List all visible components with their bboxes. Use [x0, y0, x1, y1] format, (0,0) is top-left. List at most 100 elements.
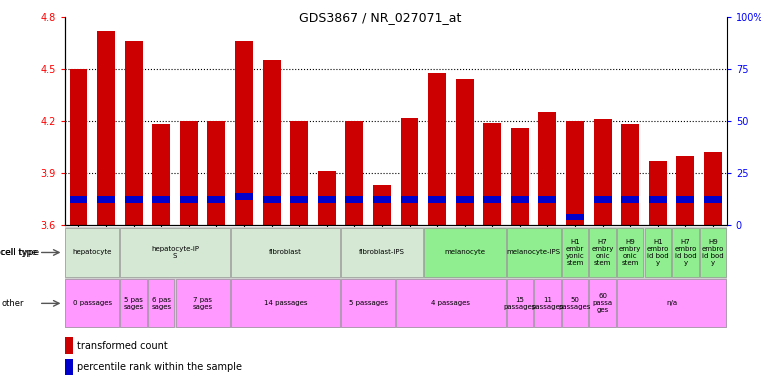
Bar	[120, 228, 230, 277]
Bar	[290, 121, 308, 225]
Text: cell type: cell type	[0, 248, 39, 257]
Bar	[428, 73, 446, 225]
Bar	[589, 280, 616, 327]
Bar	[617, 228, 644, 277]
Bar	[621, 197, 639, 203]
Bar	[645, 228, 671, 277]
Text: GDS3867 / NR_027071_at: GDS3867 / NR_027071_at	[299, 12, 462, 25]
Bar	[594, 197, 612, 203]
Bar	[235, 193, 253, 200]
Bar	[511, 197, 529, 203]
Text: hepatocyte: hepatocyte	[72, 250, 112, 255]
Bar	[534, 280, 561, 327]
Text: melanocyte: melanocyte	[444, 250, 486, 255]
Bar	[235, 41, 253, 225]
Bar	[704, 197, 722, 203]
Bar	[263, 61, 281, 225]
Bar	[483, 197, 501, 203]
Text: H7
embry
onic
stem: H7 embry onic stem	[591, 239, 614, 266]
Text: hepatocyte-iP
S: hepatocyte-iP S	[151, 246, 199, 259]
Bar	[97, 31, 115, 225]
Text: 5 passages: 5 passages	[349, 300, 387, 306]
Bar	[428, 197, 446, 203]
Bar	[621, 124, 639, 225]
Bar	[456, 197, 473, 203]
Bar	[65, 337, 73, 354]
Text: 4 passages: 4 passages	[431, 300, 470, 306]
Bar	[152, 197, 170, 203]
Bar	[176, 280, 230, 327]
Bar	[180, 121, 198, 225]
Bar	[456, 79, 473, 225]
Bar	[290, 197, 308, 203]
Bar	[699, 228, 726, 277]
Bar	[539, 113, 556, 225]
Bar	[400, 197, 419, 203]
Bar	[345, 197, 363, 203]
Text: 15
passages: 15 passages	[504, 297, 536, 310]
Bar	[566, 121, 584, 225]
Bar	[373, 185, 391, 225]
Text: 11
passages: 11 passages	[531, 297, 564, 310]
Bar	[649, 161, 667, 225]
Bar	[566, 214, 584, 220]
Bar	[341, 280, 395, 327]
Text: H7
embro
id bod
y: H7 embro id bod y	[674, 239, 696, 266]
Text: fibroblast-IPS: fibroblast-IPS	[359, 250, 405, 255]
Bar	[97, 197, 115, 203]
Bar	[677, 197, 694, 203]
Bar	[65, 228, 119, 277]
Bar	[483, 123, 501, 225]
Bar	[511, 128, 529, 225]
Bar	[704, 152, 722, 225]
Bar	[341, 228, 423, 277]
Bar	[539, 197, 556, 203]
Bar	[152, 124, 170, 225]
Bar	[677, 156, 694, 225]
Bar	[231, 280, 340, 327]
Bar	[69, 197, 88, 203]
Bar	[617, 280, 726, 327]
Bar	[65, 359, 73, 376]
Bar	[180, 197, 198, 203]
Bar	[589, 228, 616, 277]
Bar	[594, 119, 612, 225]
Bar	[649, 197, 667, 203]
Text: melanocyte-IPS: melanocyte-IPS	[507, 250, 561, 255]
Text: cell type: cell type	[2, 248, 37, 257]
Bar	[120, 280, 147, 327]
Text: 50
passages: 50 passages	[559, 297, 591, 310]
Text: percentile rank within the sample: percentile rank within the sample	[78, 362, 243, 372]
Bar	[424, 228, 505, 277]
Bar	[69, 69, 88, 225]
Bar	[318, 197, 336, 203]
Text: H1
embr
yonic
stem: H1 embr yonic stem	[565, 239, 584, 266]
Bar	[148, 280, 174, 327]
Bar	[345, 121, 363, 225]
Bar	[318, 171, 336, 225]
Text: H9
embry
onic
stem: H9 embry onic stem	[619, 239, 642, 266]
Bar	[231, 228, 340, 277]
Text: n/a: n/a	[666, 300, 677, 306]
Text: fibroblast: fibroblast	[269, 250, 302, 255]
Bar	[400, 118, 419, 225]
Bar	[373, 197, 391, 203]
Bar	[562, 228, 588, 277]
Text: 14 passages: 14 passages	[263, 300, 307, 306]
Bar	[65, 280, 119, 327]
Bar	[562, 280, 588, 327]
Bar	[396, 280, 505, 327]
Text: 5 pas
sages: 5 pas sages	[123, 297, 144, 310]
Bar	[507, 228, 561, 277]
Bar	[208, 197, 225, 203]
Text: 60
passa
ges: 60 passa ges	[593, 293, 613, 313]
Text: 6 pas
sages: 6 pas sages	[151, 297, 171, 310]
Bar	[263, 197, 281, 203]
Text: 7 pas
sages: 7 pas sages	[193, 297, 212, 310]
Bar	[125, 197, 142, 203]
Text: 0 passages: 0 passages	[73, 300, 112, 306]
Text: H9
embro
id bod
y: H9 embro id bod y	[702, 239, 724, 266]
Bar	[125, 41, 142, 225]
Text: H1
embro
id bod
y: H1 embro id bod y	[647, 239, 669, 266]
Text: other: other	[2, 299, 24, 308]
